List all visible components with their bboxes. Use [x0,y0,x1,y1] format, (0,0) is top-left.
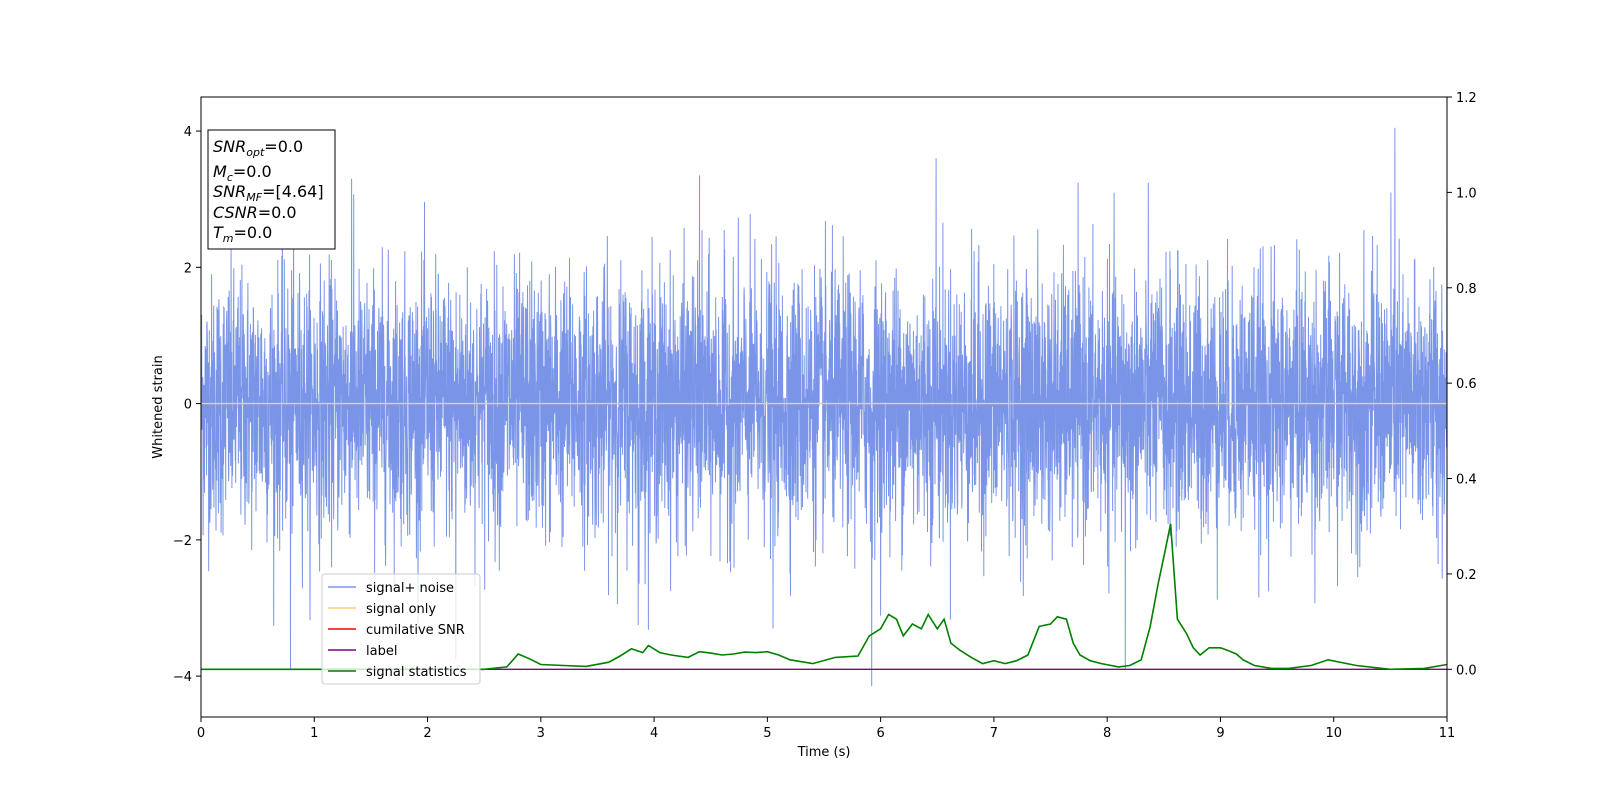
y-axis-right: 1.2 1.0 0.8 0.6 0.4 0.2 0.0 [1447,91,1477,678]
y-tick-label: −4 [173,670,192,685]
info-box-frame [207,129,336,250]
y2-tick-label: 0.2 [1456,568,1477,583]
y-tick-label: 0 [184,398,192,413]
x-tick-label: 0 [197,726,205,741]
x-axis-label: Time (s) [797,745,851,760]
signal-noise-series [201,127,1447,687]
y-tick-label: 2 [184,261,192,276]
x-tick-label: 10 [1325,726,1342,741]
legend-label: cumilative SNR [366,623,465,638]
x-tick-label: 5 [763,726,771,741]
x-tick-label: 6 [876,726,884,741]
x-tick-label: 3 [537,726,545,741]
y2-tick-label: 0.8 [1456,282,1477,297]
info-line: SNRMF=[4.64] [213,182,324,204]
y-tick-label: 4 [184,125,192,140]
x-tick-label: 4 [650,726,658,741]
legend-label: label [366,644,397,659]
info-box: SNRopt=0.0 Mc=0.0SNRMF=[4.64]CSNR=0.0Tm=0… [207,129,336,250]
x-tick-label: 7 [990,726,998,741]
y2-tick-label: 0.6 [1456,377,1477,392]
plot-frame [200,96,1448,718]
x-tick-label: 1 [310,726,318,741]
legend-frame [321,573,481,685]
legend-label: signal statistics [366,665,467,680]
y2-tick-label: 1.2 [1456,91,1477,106]
y2-tick-label: 0.4 [1456,473,1477,488]
x-tick-label: 8 [1103,726,1111,741]
info-line: SNRopt=0.0 [213,137,303,159]
x-tick-label: 2 [423,726,431,741]
y-axis-left: 4 2 0 −2 −4 [173,125,201,685]
y-tick-label: −2 [173,534,192,549]
info-line: Mc=0.0 [213,162,272,184]
info-line: CSNR=0.0 [213,203,297,222]
legend-label: signal only [366,602,436,617]
y2-tick-label: 1.0 [1456,186,1477,201]
x-tick-label: 11 [1439,726,1456,741]
y-axis-label: Whitened strain [151,355,166,458]
y2-tick-label: 0.0 [1456,663,1477,678]
signal-statistics-line [201,523,1447,671]
legend: signal+ noise signal only cumilative SNR la… [321,573,481,685]
legend-label: signal+ noise [366,581,454,596]
signal-noise-line [201,127,1447,687]
info-line: Tm=0.0 [213,223,272,245]
x-tick-label: 9 [1216,726,1224,741]
x-axis: 0 1 2 3 4 5 6 7 8 9 10 11 [197,717,1455,741]
